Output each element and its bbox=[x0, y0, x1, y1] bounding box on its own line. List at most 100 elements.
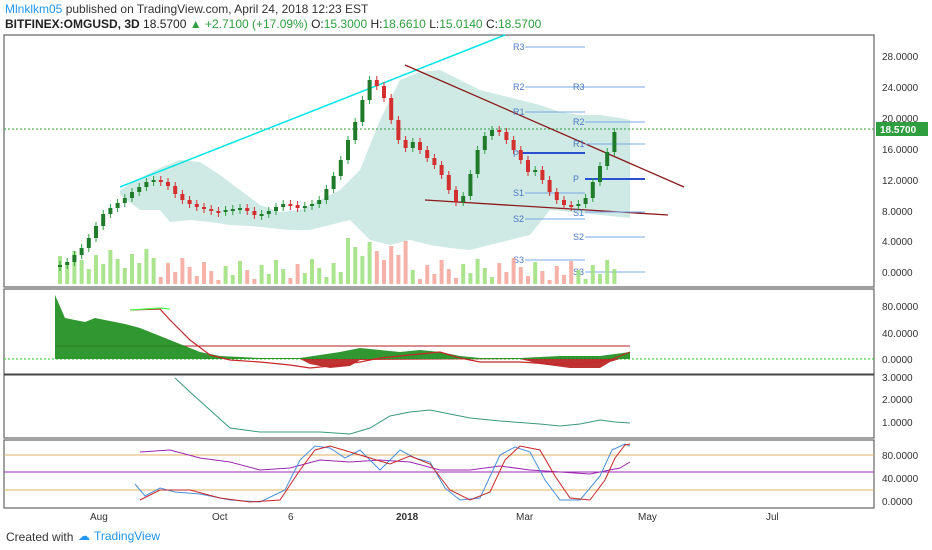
volume-bar bbox=[490, 277, 494, 284]
candle bbox=[410, 142, 415, 148]
volume-bar bbox=[518, 267, 523, 284]
volume-bar bbox=[590, 265, 595, 284]
volume-bar bbox=[338, 272, 343, 284]
volume-bar bbox=[504, 272, 509, 284]
low-value: 15.0140 bbox=[439, 17, 483, 31]
last-price: 18.5700 bbox=[143, 17, 187, 31]
volume-bar bbox=[72, 251, 77, 284]
candle bbox=[547, 180, 552, 192]
symbol-line: BITFINEX:OMGUSD, 3D 18.5700 ▲ +2.7100 (+… bbox=[5, 17, 541, 31]
osc1-axis: 80.0000 40.0000 0.0000 bbox=[882, 302, 919, 366]
volume-bar bbox=[166, 263, 170, 284]
candle bbox=[605, 152, 610, 166]
pivot-label: R3 bbox=[573, 82, 585, 92]
volume-bar bbox=[216, 280, 221, 284]
candle bbox=[583, 198, 588, 204]
volume-bar bbox=[302, 273, 307, 284]
candle bbox=[137, 187, 142, 192]
candle bbox=[461, 196, 466, 202]
osc3-k-line bbox=[134, 443, 631, 503]
volume-bar bbox=[605, 260, 610, 284]
price-axis-label: 0.0000 bbox=[882, 268, 913, 279]
candle bbox=[432, 158, 437, 165]
time-axis-label: Jul bbox=[766, 512, 779, 523]
candle bbox=[324, 189, 329, 200]
price-axis: 28.0000 24.0000 20.0000 16.0000 12.0000 … bbox=[882, 52, 919, 279]
pivot-label: R1 bbox=[513, 107, 525, 117]
osc1-axis-label: 0.0000 bbox=[882, 355, 913, 366]
price-axis-label: 28.0000 bbox=[882, 52, 919, 63]
osc2-pane-frame bbox=[3, 374, 875, 439]
candle bbox=[266, 211, 271, 214]
volume-bar bbox=[274, 260, 278, 284]
volume-bar bbox=[353, 247, 358, 284]
volume-bar bbox=[461, 264, 466, 284]
candle bbox=[382, 86, 386, 98]
candle bbox=[101, 214, 106, 226]
candle bbox=[223, 210, 228, 212]
candle bbox=[353, 122, 358, 140]
candle bbox=[58, 265, 62, 267]
candle bbox=[554, 192, 559, 200]
uptrend-line[interactable] bbox=[119, 34, 506, 188]
volume-bar bbox=[65, 265, 70, 284]
pivot-label: P bbox=[573, 174, 579, 184]
pivot-label: S1 bbox=[573, 208, 584, 218]
candle bbox=[490, 130, 494, 136]
candle bbox=[418, 142, 422, 150]
candle bbox=[468, 174, 473, 196]
candle bbox=[245, 208, 250, 211]
bollinger-band bbox=[120, 70, 630, 250]
volume-bar bbox=[137, 263, 142, 284]
volume-bar bbox=[108, 250, 113, 284]
published-text: published on TradingView.com, April 24, … bbox=[65, 2, 369, 16]
pivot-label: S1 bbox=[513, 188, 524, 198]
volume-bar bbox=[482, 268, 487, 284]
candle bbox=[367, 80, 372, 100]
volume-bar bbox=[115, 259, 120, 284]
osc3-axis-label: 80.0000 bbox=[882, 451, 919, 462]
chart-area[interactable]: 28.0000 24.0000 20.0000 16.0000 12.0000 … bbox=[0, 0, 932, 526]
volume-bar bbox=[331, 263, 336, 284]
candle bbox=[115, 203, 120, 208]
osc1-neg-area bbox=[300, 359, 620, 368]
time-axis-label: 6 bbox=[288, 512, 294, 523]
price-change: ▲ +2.7100 (+17.09%) bbox=[189, 17, 308, 31]
volume-bar bbox=[569, 261, 574, 284]
time-axis-label: Oct bbox=[212, 512, 228, 523]
author-link[interactable]: Mlnklkm05 bbox=[5, 2, 63, 16]
osc3-axis-label: 0.0000 bbox=[882, 497, 913, 508]
current-price-label: 18.5700 bbox=[880, 125, 917, 136]
candle bbox=[238, 208, 242, 210]
candle bbox=[166, 182, 170, 186]
candle bbox=[526, 160, 530, 172]
osc3-axis: 80.0000 40.0000 0.0000 bbox=[882, 451, 919, 508]
brand-name: TradingView bbox=[94, 529, 161, 543]
volume-bar bbox=[547, 280, 552, 284]
volume-bar bbox=[101, 264, 106, 284]
volume-bar bbox=[187, 267, 192, 284]
candle bbox=[72, 255, 77, 262]
pivot-labels: R3 R2 R1 P S1 S2 S3 R3 R2 R1 P S1 S2 S3 bbox=[513, 42, 585, 277]
candle bbox=[403, 140, 408, 148]
volume-bar bbox=[367, 242, 372, 284]
close-label: C: bbox=[485, 17, 498, 31]
current-price-badge bbox=[876, 122, 928, 136]
downtrend-line[interactable] bbox=[404, 64, 685, 188]
candle bbox=[79, 248, 84, 255]
candle bbox=[194, 204, 199, 207]
pivot-label: R2 bbox=[573, 117, 585, 127]
volume-bar bbox=[266, 274, 271, 284]
volume-bar bbox=[360, 256, 365, 284]
tradingview-logo[interactable]: ☁ TradingView bbox=[78, 529, 160, 543]
candle bbox=[274, 207, 278, 211]
volume-bar bbox=[79, 260, 84, 284]
pivot-label: R1 bbox=[573, 139, 585, 149]
osc3-axis-label: 40.0000 bbox=[882, 474, 919, 485]
candle bbox=[259, 214, 264, 216]
volume-bar bbox=[346, 238, 350, 284]
candle bbox=[173, 186, 178, 194]
created-with-text: Created with bbox=[6, 530, 74, 544]
volume-bar bbox=[281, 269, 286, 284]
candle bbox=[518, 150, 523, 160]
